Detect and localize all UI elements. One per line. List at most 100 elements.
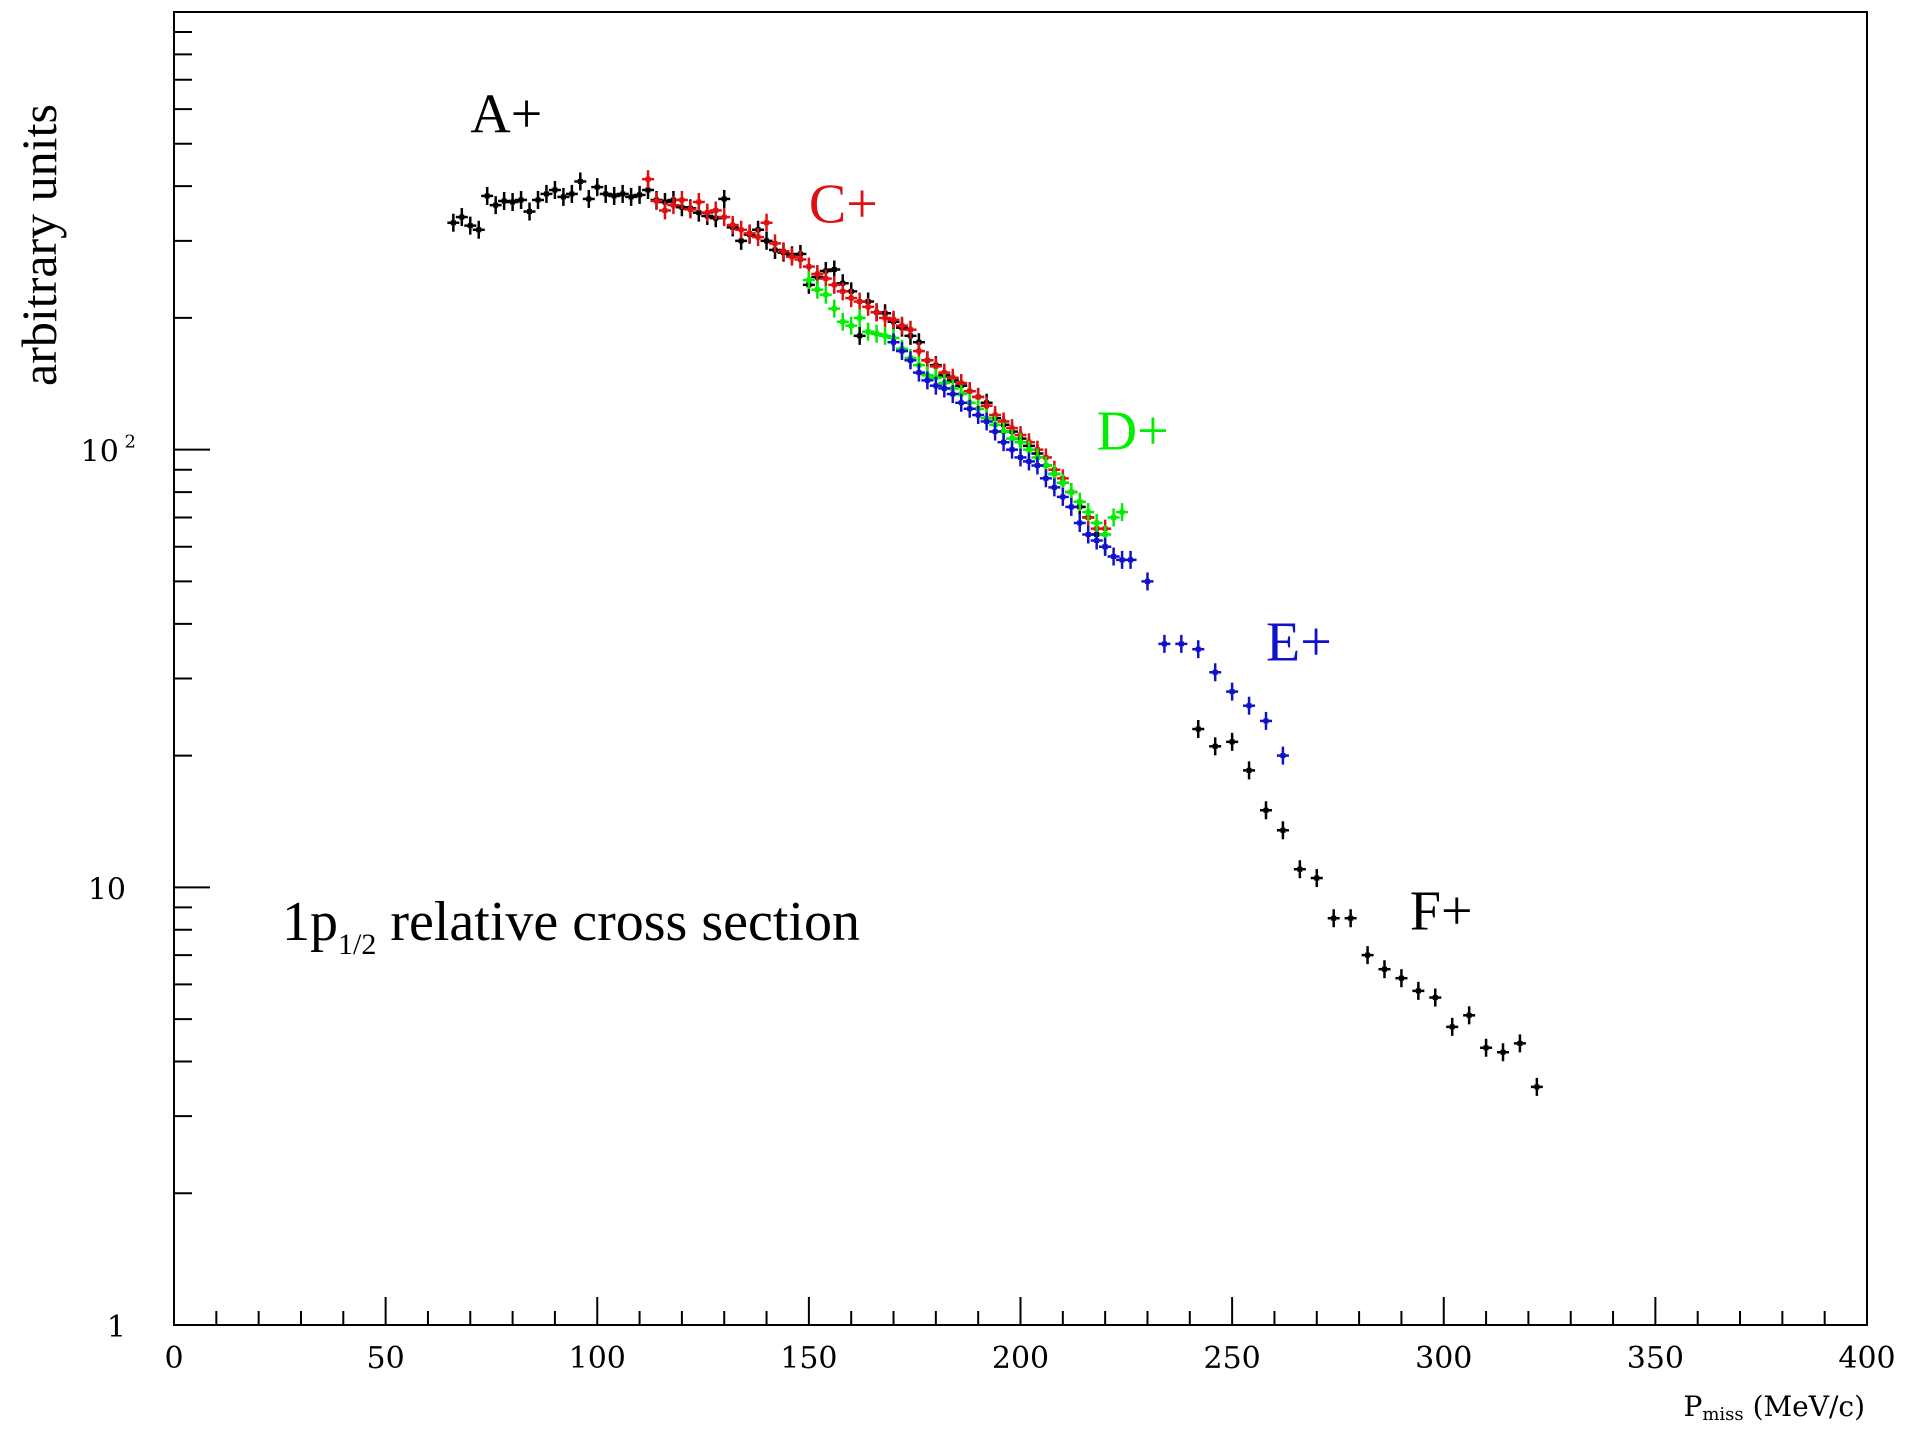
data-point xyxy=(489,196,502,215)
x-tick-label: 200 xyxy=(992,1341,1049,1376)
data-point xyxy=(980,412,993,431)
data-point xyxy=(1344,909,1357,928)
data-point xyxy=(845,289,858,308)
data-point xyxy=(760,231,773,250)
x-tick-label: 250 xyxy=(1203,1341,1260,1376)
data-point xyxy=(1243,761,1256,780)
data-point xyxy=(870,324,883,343)
x-tick-label: 350 xyxy=(1627,1341,1684,1376)
data-point xyxy=(531,190,544,209)
data-point xyxy=(582,189,595,208)
data-point xyxy=(1124,550,1137,569)
data-point xyxy=(464,216,477,235)
data-point xyxy=(1090,531,1103,550)
data-point xyxy=(1276,821,1289,840)
data-point xyxy=(1226,682,1239,701)
data-point xyxy=(1310,869,1323,888)
data-point xyxy=(1480,1038,1493,1057)
data-point xyxy=(1175,634,1188,653)
data-point xyxy=(963,399,976,418)
data-point xyxy=(506,193,519,212)
data-point xyxy=(1082,525,1095,544)
data-point xyxy=(1209,663,1222,682)
data-point xyxy=(743,224,756,243)
data-point xyxy=(599,184,612,203)
data-point xyxy=(819,285,832,304)
data-point xyxy=(1243,696,1256,715)
data-point xyxy=(989,422,1002,441)
data-point xyxy=(921,371,934,390)
data-point xyxy=(1031,456,1044,475)
data-point xyxy=(642,170,655,189)
data-point xyxy=(811,280,824,299)
plot-frame xyxy=(173,11,1868,1326)
data-point xyxy=(455,208,468,227)
data-point xyxy=(650,191,663,210)
data-point xyxy=(811,264,824,283)
data-point xyxy=(616,184,629,203)
data-point xyxy=(1107,508,1120,527)
plot-annotation: 1p1/2 relative cross section xyxy=(282,891,860,961)
data-point xyxy=(1014,448,1027,467)
data-point xyxy=(1209,737,1222,756)
data-point xyxy=(752,228,765,247)
data-point xyxy=(684,200,697,219)
data-point xyxy=(904,351,917,370)
data-point xyxy=(997,433,1010,452)
series-label: C+ xyxy=(809,174,878,236)
data-points xyxy=(447,170,1543,1096)
data-point xyxy=(1192,720,1205,739)
data-point xyxy=(709,201,722,220)
data-point xyxy=(472,220,485,239)
data-point xyxy=(557,187,570,206)
data-point xyxy=(718,208,731,227)
y-tick-label: 10 2 xyxy=(81,432,136,470)
data-point xyxy=(667,196,680,215)
data-point xyxy=(1116,503,1129,522)
data-point xyxy=(523,202,536,221)
data-point xyxy=(769,234,782,253)
data-point xyxy=(1006,440,1019,459)
data-point xyxy=(1446,1017,1459,1036)
data-point xyxy=(1530,1077,1543,1096)
data-point xyxy=(608,186,621,205)
data-point xyxy=(1022,452,1035,471)
x-tick-label: 300 xyxy=(1415,1341,1472,1376)
x-axis-label-main: P xyxy=(1684,1390,1703,1423)
data-point xyxy=(540,184,553,203)
data-point xyxy=(735,220,748,239)
data-point xyxy=(1107,547,1120,566)
data-point xyxy=(1192,640,1205,659)
data-point xyxy=(1073,513,1086,532)
x-axis-ticks: 0 50 100 150 200 250 300 350 400 xyxy=(164,1297,1896,1376)
data-point xyxy=(515,190,528,209)
series-label: E+ xyxy=(1266,611,1332,673)
x-tick-label: 0 xyxy=(164,1341,183,1376)
data-point xyxy=(904,320,917,339)
x-axis-label: Pmiss (MeV/c) xyxy=(1684,1390,1865,1425)
data-point xyxy=(447,213,460,232)
data-point xyxy=(633,185,646,204)
data-point xyxy=(1497,1043,1510,1062)
data-point xyxy=(625,187,638,206)
data-point xyxy=(1065,497,1078,516)
data-point xyxy=(718,189,731,208)
data-point xyxy=(794,250,807,269)
data-point xyxy=(785,247,798,266)
data-point xyxy=(879,308,892,327)
data-point xyxy=(1141,572,1154,591)
data-point xyxy=(1412,981,1425,1000)
data-point xyxy=(701,203,714,222)
data-point xyxy=(658,201,671,220)
data-point xyxy=(828,299,841,318)
y-axis-ticks: 1 10 10 2 xyxy=(81,31,210,1345)
data-point xyxy=(1361,946,1374,965)
data-point xyxy=(802,271,815,290)
data-point xyxy=(853,308,866,327)
data-point xyxy=(862,297,875,316)
data-point xyxy=(591,178,604,197)
data-point xyxy=(1082,503,1095,522)
annotation-main: 1p xyxy=(282,891,338,953)
data-point xyxy=(836,312,849,331)
